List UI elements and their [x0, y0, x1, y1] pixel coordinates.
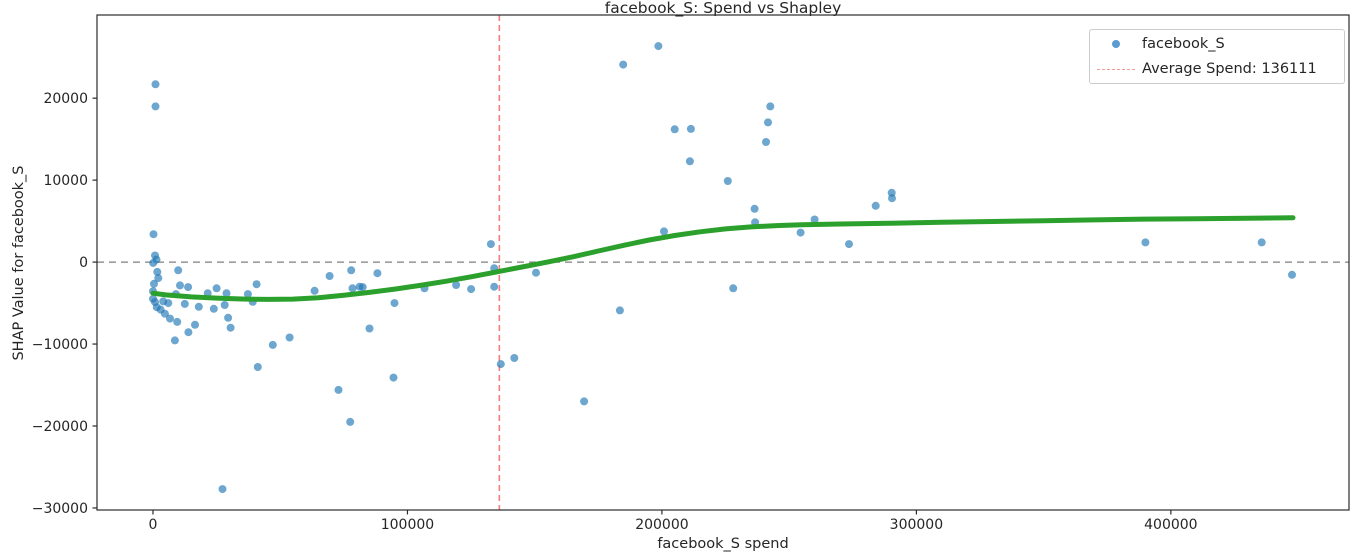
scatter-point	[174, 266, 183, 275]
scatter-point	[762, 138, 770, 146]
legend-item-average: Average Spend: 136111	[1090, 57, 1344, 81]
scatter-point	[1257, 238, 1266, 247]
scatter-point	[619, 60, 628, 69]
scatter-point	[285, 333, 294, 342]
scatter-point	[194, 302, 203, 311]
scatter-point	[151, 102, 160, 111]
y-tick-label: 20000	[43, 91, 88, 107]
scatter-point	[532, 268, 540, 277]
scatter-point	[845, 240, 853, 249]
chart-title: facebook_S: Spend vs Shapley	[604, 0, 842, 17]
legend-box: facebook_S Average Spend: 136111	[1089, 29, 1345, 84]
scatter-marker-icon	[1112, 39, 1120, 48]
y-tick-label: 10000	[43, 173, 88, 189]
scatter-point	[151, 80, 160, 89]
scatter-point	[173, 317, 182, 326]
scatter-point	[209, 304, 218, 313]
scatter-point	[685, 157, 694, 166]
scatter-point	[615, 306, 624, 315]
scatter-point	[212, 284, 221, 293]
scatter-point	[1288, 270, 1296, 279]
scatter-point	[486, 240, 495, 249]
scatter-point	[334, 385, 343, 394]
scatter-point	[452, 281, 461, 289]
legend-label-scatter: facebook_S	[1142, 35, 1225, 52]
scatter-point	[810, 215, 819, 224]
scatter-point	[670, 125, 679, 134]
scatter-point	[467, 285, 476, 294]
x-tick-label: 100000	[381, 517, 434, 533]
scatter-point	[150, 279, 158, 288]
scatter-point	[1141, 238, 1150, 247]
scatter-point	[164, 299, 173, 308]
x-tick-label: 400000	[1144, 517, 1197, 533]
y-tick-label: 0	[79, 255, 88, 271]
scatter-point	[510, 354, 519, 362]
y-tick-label: −30000	[32, 501, 88, 517]
scatter-point	[347, 266, 356, 275]
scatter-point	[686, 124, 695, 133]
scatter-point	[358, 283, 367, 292]
scatter-point	[226, 323, 235, 332]
dashed-line-icon	[1097, 68, 1135, 70]
scatter-point	[310, 286, 319, 295]
x-tick-label: 0	[149, 517, 158, 533]
scatter-point	[496, 360, 505, 369]
scatter-point	[220, 301, 229, 309]
scatter-point	[766, 102, 775, 111]
scatter-point	[191, 320, 199, 329]
legend-marker-col	[1090, 39, 1142, 48]
legend-marker-col	[1090, 68, 1142, 70]
scatter-point	[160, 309, 169, 318]
scatter-point	[325, 272, 334, 280]
scatter-point	[180, 299, 189, 308]
scatter-point	[654, 42, 663, 51]
scatter-point	[660, 227, 668, 236]
scatter-point	[222, 289, 231, 298]
scatter-point	[580, 397, 589, 406]
scatter-point	[243, 290, 252, 299]
scatter-point	[490, 282, 499, 291]
scatter-point	[796, 228, 805, 237]
legend-item-scatter: facebook_S	[1090, 32, 1344, 56]
scatter-point	[149, 258, 158, 267]
scatter-point	[149, 230, 158, 239]
scatter-point	[170, 336, 179, 345]
scatter-point	[373, 269, 382, 278]
scatter-point	[723, 177, 732, 185]
legend-label-average: Average Spend: 136111	[1142, 61, 1317, 78]
y-tick-label: −10000	[32, 337, 88, 353]
scatter-point	[348, 284, 357, 293]
scatter-point	[252, 280, 261, 289]
scatter-point	[268, 340, 277, 349]
scatter-point	[224, 313, 233, 322]
scatter-point	[750, 204, 759, 213]
scatter-point	[888, 194, 896, 203]
trend-line	[150, 215, 1296, 302]
x-tick-label: 200000	[635, 517, 688, 533]
scatter-point	[166, 314, 174, 323]
scatter-point	[218, 485, 227, 494]
y-tick-label: −20000	[32, 419, 88, 435]
scatter-point	[153, 267, 162, 276]
scatter-point	[184, 283, 193, 292]
x-axis-title: facebook_S spend	[657, 536, 789, 552]
scatter-point	[346, 417, 355, 426]
scatter-point	[365, 324, 374, 333]
scatter-point	[154, 274, 163, 283]
scatter-point	[729, 284, 738, 293]
scatter-point	[176, 281, 184, 290]
scatter-point	[389, 373, 398, 382]
scatter-point	[871, 201, 880, 210]
scatter-point	[764, 118, 772, 127]
x-tick-label: 300000	[890, 517, 943, 533]
scatter-point	[253, 363, 262, 371]
scatter-point	[390, 299, 399, 308]
scatter-point	[184, 328, 193, 337]
